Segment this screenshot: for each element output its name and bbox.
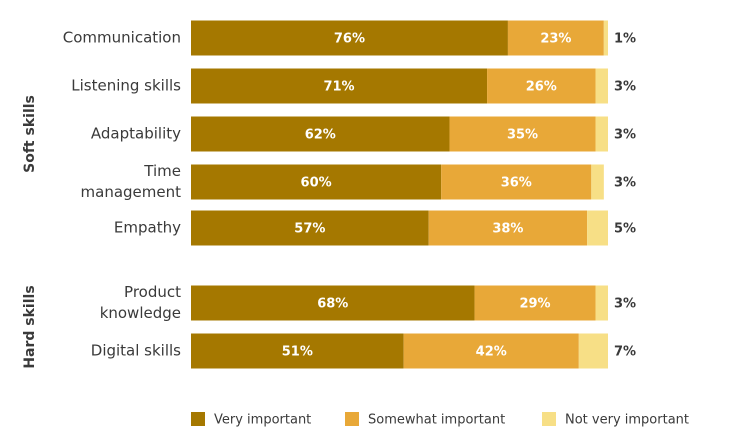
legend-label-not-very-important: Not very important bbox=[565, 413, 689, 428]
data-label-digital-skills-not-very-important: 7% bbox=[614, 345, 636, 360]
bar-segment-empathy-somewhat-important bbox=[428, 210, 588, 246]
data-label-listening-skills-somewhat-important: 26% bbox=[526, 80, 557, 95]
bar-segment-empathy-not-very-important bbox=[587, 210, 608, 246]
category-label-time-management: Time bbox=[143, 162, 181, 180]
data-label-digital-skills-very-important: 51% bbox=[282, 345, 313, 360]
legend-swatch-somewhat-important bbox=[345, 412, 359, 426]
data-label-time-management-somewhat-important: 36% bbox=[501, 176, 532, 191]
category-label-adaptability: Adaptability bbox=[91, 125, 181, 143]
bar-segment-empathy-very-important bbox=[191, 210, 429, 246]
bar-segment-listening-skills-very-important bbox=[191, 68, 488, 104]
bar-segment-digital-skills-not-very-important bbox=[578, 333, 608, 369]
bar-segment-communication-very-important bbox=[191, 20, 508, 56]
data-label-adaptability-somewhat-important: 35% bbox=[507, 128, 538, 143]
data-label-listening-skills-very-important: 71% bbox=[323, 80, 354, 95]
bar-segment-digital-skills-somewhat-important bbox=[403, 333, 579, 369]
bar-segment-time-management-not-very-important bbox=[591, 164, 604, 200]
data-label-communication-very-important: 76% bbox=[334, 32, 365, 47]
data-label-adaptability-not-very-important: 3% bbox=[614, 128, 636, 143]
bar-segment-product-knowledge-very-important bbox=[191, 285, 475, 321]
category-label-communication: Communication bbox=[63, 29, 181, 47]
data-label-product-knowledge-very-important: 68% bbox=[317, 297, 348, 312]
group-label-hard-skills: Hard skills bbox=[22, 285, 38, 368]
legend-swatch-not-very-important bbox=[542, 412, 556, 426]
data-label-communication-not-very-important: 1% bbox=[614, 32, 636, 47]
bar-segment-listening-skills-somewhat-important bbox=[487, 68, 596, 104]
data-label-product-knowledge-somewhat-important: 29% bbox=[519, 297, 550, 312]
data-label-time-management-not-very-important: 3% bbox=[614, 176, 636, 191]
data-label-listening-skills-not-very-important: 3% bbox=[614, 80, 636, 95]
bar-segment-adaptability-somewhat-important bbox=[449, 116, 596, 152]
bar-segment-product-knowledge-not-very-important bbox=[595, 285, 608, 321]
legend-swatch-very-important bbox=[191, 412, 205, 426]
category-label-empathy: Empathy bbox=[114, 219, 181, 237]
data-label-empathy-not-very-important: 5% bbox=[614, 222, 636, 237]
bar-segment-communication-somewhat-important bbox=[507, 20, 604, 56]
data-label-adaptability-very-important: 62% bbox=[305, 128, 336, 143]
group-label-soft-skills: Soft skills bbox=[22, 95, 38, 173]
data-label-product-knowledge-not-very-important: 3% bbox=[614, 297, 636, 312]
bar-segment-digital-skills-very-important bbox=[191, 333, 404, 369]
legend-label-very-important: Very important bbox=[214, 413, 311, 428]
bar-segment-listening-skills-not-very-important bbox=[595, 68, 608, 104]
data-label-time-management-very-important: 60% bbox=[301, 176, 332, 191]
data-label-empathy-somewhat-important: 38% bbox=[492, 222, 523, 237]
category-label-digital-skills: Digital skills bbox=[91, 342, 181, 360]
data-label-digital-skills-somewhat-important: 42% bbox=[476, 345, 507, 360]
bar-segment-product-knowledge-somewhat-important bbox=[474, 285, 596, 321]
bar-segment-time-management-very-important bbox=[191, 164, 442, 200]
bar-segment-adaptability-not-very-important bbox=[595, 116, 608, 152]
category-label-product-knowledge: Product bbox=[124, 283, 181, 301]
category-label-listening-skills: Listening skills bbox=[71, 77, 181, 95]
category-label-product-knowledge: knowledge bbox=[100, 304, 181, 322]
bar-segment-adaptability-very-important bbox=[191, 116, 450, 152]
data-label-empathy-very-important: 57% bbox=[294, 222, 325, 237]
legend-label-somewhat-important: Somewhat important bbox=[368, 413, 505, 428]
bar-segment-communication-not-very-important bbox=[603, 20, 608, 56]
data-label-communication-somewhat-important: 23% bbox=[540, 32, 571, 47]
bar-segment-time-management-somewhat-important bbox=[441, 164, 592, 200]
category-label-time-management: management bbox=[81, 183, 182, 201]
